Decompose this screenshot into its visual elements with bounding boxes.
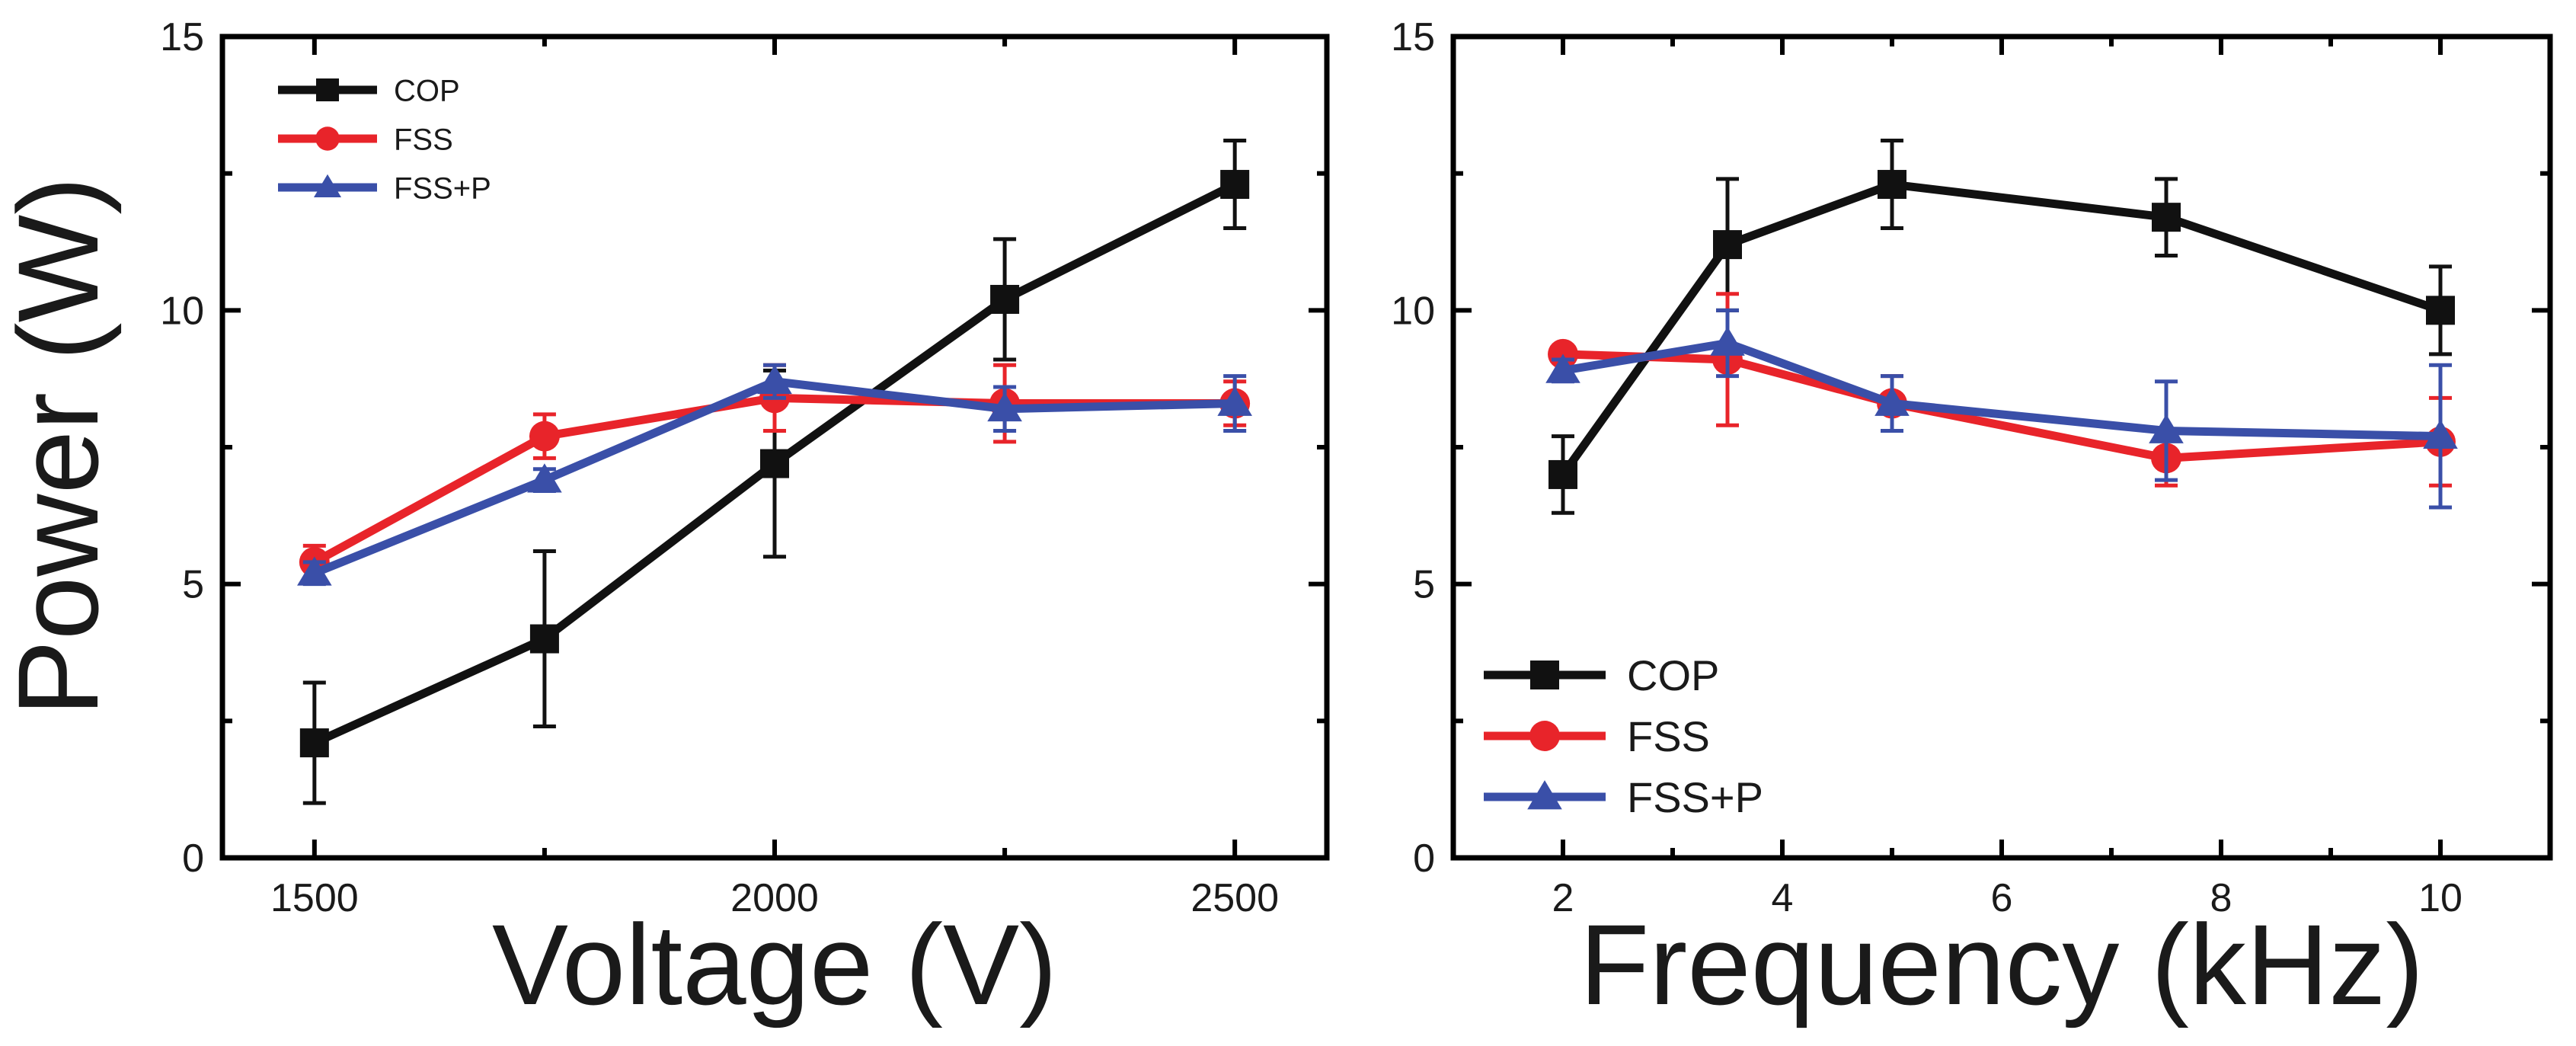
legend-marker — [1530, 661, 1559, 689]
data-point — [1548, 459, 1577, 489]
series-cop — [299, 139, 1250, 805]
legend-label: FSS+P — [1627, 773, 1763, 821]
x-tick-label: 10 — [2418, 876, 2463, 920]
y-tick-label: 15 — [160, 15, 204, 59]
x-tick-label: 2000 — [730, 876, 819, 920]
legend-marker — [314, 174, 341, 197]
series-fss-p — [1545, 308, 2458, 510]
data-point — [1217, 386, 1252, 416]
x-tick-label: 4 — [1772, 876, 1794, 920]
data-point — [1878, 170, 1906, 200]
series-fss-p — [297, 363, 1252, 587]
legend-label: FSS+P — [394, 171, 491, 205]
legend-marker — [1529, 721, 1560, 751]
data-point — [1220, 170, 1250, 200]
legend-marker — [1527, 780, 1562, 810]
data-point — [527, 463, 562, 493]
y-tick-label: 10 — [1391, 289, 1435, 333]
data-point — [2152, 203, 2181, 232]
legend-marker — [316, 78, 339, 101]
y-tick-label: 15 — [1391, 15, 1435, 59]
data-point — [990, 284, 1020, 314]
data-point — [299, 728, 329, 758]
data-point — [1874, 386, 1910, 416]
series-fss — [1548, 292, 2456, 488]
data-point — [529, 624, 559, 654]
y-tick-label: 5 — [182, 563, 204, 607]
y-tick-label: 0 — [182, 836, 204, 881]
series-cop — [1548, 139, 2455, 515]
data-point — [1713, 230, 1742, 260]
legend: COP FSS FSS+P — [278, 74, 491, 205]
data-point — [2423, 419, 2458, 449]
legend-label: FSS — [394, 123, 453, 156]
legend: COP FSS FSS+P — [1484, 651, 1763, 821]
data-point — [1710, 326, 1745, 356]
y-axis-title: Power (W) — [0, 177, 122, 716]
legend-label: COP — [1627, 651, 1719, 699]
legend-label: FSS — [1627, 712, 1710, 760]
x-tick-label: 2 — [1552, 876, 1574, 920]
x-tick-label: 8 — [2210, 876, 2232, 920]
data-point — [1545, 353, 1580, 383]
x-tick-label: 6 — [1991, 876, 2013, 920]
y-tick-label: 0 — [1413, 836, 1435, 881]
data-point — [529, 421, 560, 452]
series-line — [1562, 350, 2441, 462]
legend-marker — [315, 126, 340, 151]
x-tick-label: 1500 — [270, 876, 359, 920]
data-point — [2149, 414, 2184, 443]
voltage-panel: 0 5 10 15 1500 2000 2500 Voltage (V) COP FSS FSS+P — [160, 15, 1330, 1028]
y-tick-label: 10 — [160, 289, 204, 333]
y-tick-label: 5 — [1413, 563, 1435, 607]
legend-label: COP — [394, 74, 460, 107]
x-axis-title: Voltage (V) — [492, 900, 1057, 1028]
x-tick-label: 2500 — [1191, 876, 1279, 920]
x-axis-title: Frequency (kHz) — [1580, 900, 2424, 1028]
data-point — [297, 556, 332, 586]
data-point — [987, 392, 1022, 422]
data-point — [760, 449, 789, 478]
data-point — [2426, 296, 2455, 325]
data-point — [757, 364, 792, 395]
